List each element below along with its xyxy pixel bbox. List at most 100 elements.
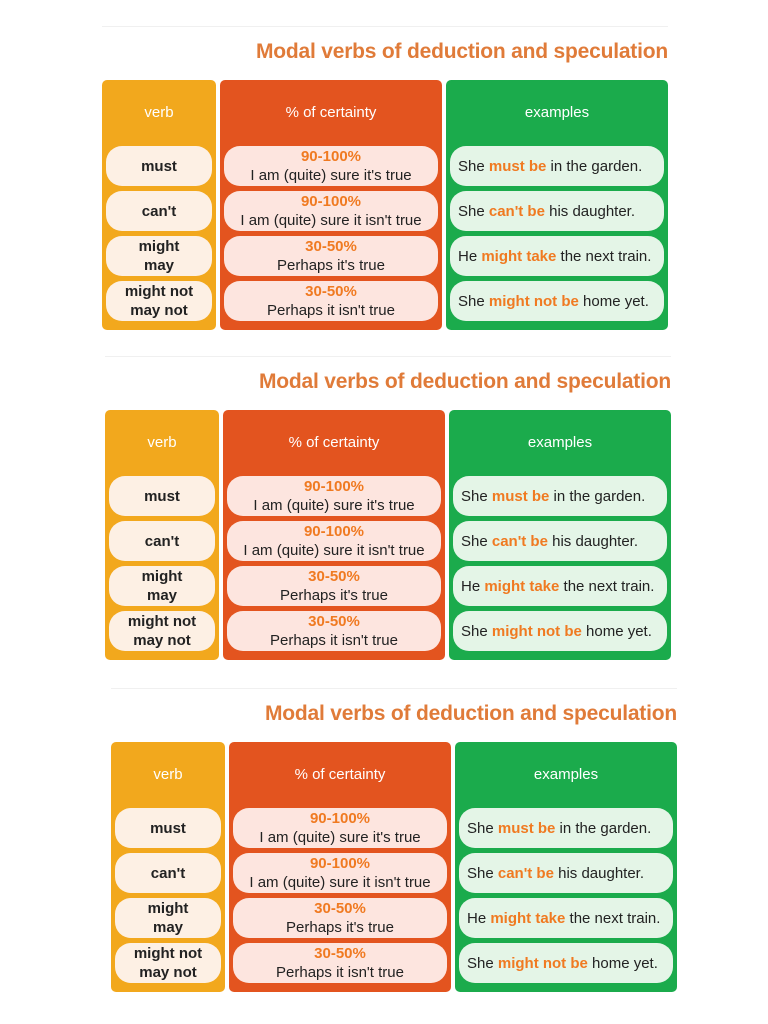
table-cell: might not may not: [106, 281, 212, 321]
table-cell: She might not be home yet.: [450, 281, 664, 321]
column-header: verb: [144, 104, 174, 121]
certainty-percent: 30-50%: [308, 613, 360, 630]
divider-line: [111, 688, 677, 689]
modal-verbs-table: Modal verbs of deduction and speculation…: [111, 688, 677, 1002]
example-text: She: [458, 292, 489, 310]
table-cell: 30-50% Perhaps it's true: [233, 898, 447, 938]
example-text: She: [458, 157, 489, 175]
table-cell: 90-100% I am (quite) sure it isn't true: [224, 191, 438, 231]
certainty-percent: 90-100%: [309, 855, 371, 872]
table-cell: She must be in the garden.: [450, 146, 664, 186]
certainty-percent: 90-100%: [303, 523, 365, 540]
example-text: He: [467, 909, 491, 927]
table-cell: might not may not: [109, 611, 215, 651]
example-text: his daughter.: [553, 864, 645, 882]
certainty-meaning: Perhaps it isn't true: [267, 302, 395, 319]
example-modal-highlight: might not be: [488, 292, 579, 310]
table-cell: 30-50% Perhaps it isn't true: [227, 611, 441, 651]
table-cell: 90-100% I am (quite) sure it's true: [233, 808, 447, 848]
example-text: She: [458, 202, 489, 220]
example-sentence: She can't be his daughter.: [467, 864, 644, 883]
verb-text: might not: [127, 613, 197, 630]
verb-text: might: [138, 238, 180, 255]
examples-column: examples She must be in the garden. She ca…: [455, 742, 677, 992]
table-cell: 90-100% I am (quite) sure it's true: [224, 146, 438, 186]
example-modal-highlight: might not be: [491, 622, 582, 640]
column-header: examples: [524, 104, 590, 121]
verb-text: might: [147, 900, 189, 917]
verb-text: might not: [133, 945, 203, 962]
table-cell: can't: [106, 191, 212, 231]
table-cell: can't: [115, 853, 221, 893]
example-sentence: He might take the next train.: [467, 909, 660, 928]
certainty-column: % of certainty 90-100% I am (quite) sure i…: [229, 742, 451, 992]
certainty-percent: 30-50%: [314, 900, 366, 917]
certainty-percent: 30-50%: [308, 568, 360, 585]
table-cell: She might not be home yet.: [453, 611, 667, 651]
certainty-percent: 90-100%: [303, 478, 365, 495]
example-sentence: She might not be home yet.: [461, 622, 652, 641]
table-cell: 90-100% I am (quite) sure it isn't true: [227, 521, 441, 561]
table-cell: She must be in the garden.: [453, 476, 667, 516]
examples-column: examples She must be in the garden. She ca…: [446, 80, 668, 330]
example-sentence: She can't be his daughter.: [458, 202, 635, 221]
example-modal-highlight: might take: [484, 577, 560, 595]
verb-text: must: [150, 819, 186, 837]
verb-alt-text: may: [146, 587, 178, 604]
table-cell: might may: [115, 898, 221, 938]
example-text: home yet.: [578, 292, 649, 310]
certainty-meaning: I am (quite) sure it's true: [253, 497, 415, 514]
table-cell: She must be in the garden.: [459, 808, 673, 848]
example-modal-highlight: must be: [488, 157, 547, 175]
certainty-percent: 30-50%: [305, 238, 357, 255]
verb-text: must: [144, 487, 180, 505]
example-text: She: [467, 864, 498, 882]
example-sentence: She can't be his daughter.: [461, 532, 638, 551]
example-text: She: [467, 819, 498, 837]
table-cell: She can't be his daughter.: [450, 191, 664, 231]
table-cell: She can't be his daughter.: [459, 853, 673, 893]
certainty-meaning: I am (quite) sure it's true: [259, 829, 421, 846]
table-cell: 30-50% Perhaps it isn't true: [233, 943, 447, 983]
certainty-meaning: I am (quite) sure it isn't true: [249, 874, 431, 891]
table-cell: 30-50% Perhaps it isn't true: [224, 281, 438, 321]
table-cell: 30-50% Perhaps it's true: [224, 236, 438, 276]
examples-column: examples She must be in the garden. She ca…: [449, 410, 671, 660]
column-header: verb: [147, 434, 177, 451]
verb-text: can't: [144, 532, 180, 550]
example-text: She: [461, 487, 492, 505]
example-text: his daughter.: [544, 202, 636, 220]
table-cell: He might take the next train.: [450, 236, 664, 276]
example-text: He: [461, 577, 485, 595]
verb-alt-text: may not: [133, 632, 191, 649]
column-header: examples: [527, 434, 593, 451]
verb-text: can't: [141, 202, 177, 220]
example-text: his daughter.: [547, 532, 639, 550]
table-cell: might not may not: [115, 943, 221, 983]
table-title: Modal verbs of deduction and speculation: [264, 702, 677, 725]
example-text: the next train.: [565, 909, 661, 927]
column-header: % of certainty: [285, 104, 377, 121]
example-modal-highlight: can't be: [488, 202, 545, 220]
certainty-column: % of certainty 90-100% I am (quite) sure i…: [223, 410, 445, 660]
verb-column: verb must can't might may might not may not: [111, 742, 225, 992]
example-text: She: [461, 622, 492, 640]
table-cell: must: [109, 476, 215, 516]
column-header: examples: [533, 766, 599, 783]
table-cell: must: [115, 808, 221, 848]
example-modal-highlight: might not be: [497, 954, 588, 972]
example-text: He: [458, 247, 482, 265]
example-text: She: [461, 532, 492, 550]
example-text: in the garden.: [549, 487, 646, 505]
certainty-meaning: I am (quite) sure it's true: [250, 167, 412, 184]
table-title: Modal verbs of deduction and speculation: [258, 370, 671, 393]
modal-verbs-table: Modal verbs of deduction and speculation…: [102, 26, 668, 340]
verb-alt-text: may: [143, 257, 175, 274]
certainty-meaning: I am (quite) sure it isn't true: [243, 542, 425, 559]
table-cell: He might take the next train.: [453, 566, 667, 606]
table-cell: might may: [106, 236, 212, 276]
certainty-percent: 30-50%: [314, 945, 366, 962]
verb-text: must: [141, 157, 177, 175]
table-title: Modal verbs of deduction and speculation: [255, 40, 668, 63]
table-cell: can't: [109, 521, 215, 561]
